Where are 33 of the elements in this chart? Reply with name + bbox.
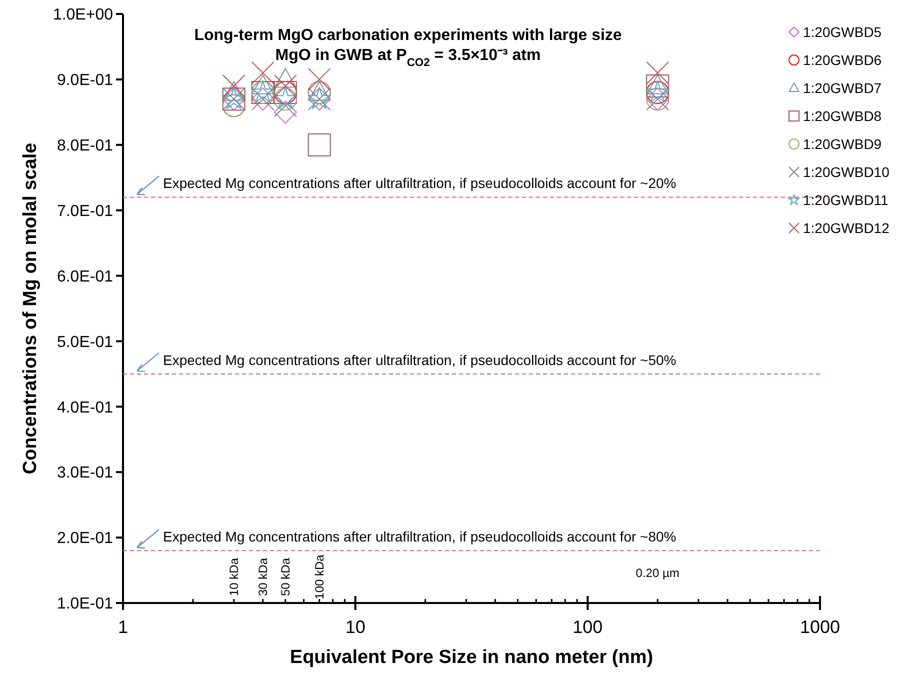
y-tick-label: 6.0E-01 bbox=[56, 268, 114, 286]
ref-line-label: Expected Mg concentrations after ultrafiltration, if pseudocolloids account for ~50% bbox=[163, 352, 676, 368]
legend-label: 1:20GWBD10 bbox=[803, 164, 890, 180]
ref-line-label: Expected Mg concentrations after ultrafiltration, if pseudocolloids account for ~20% bbox=[163, 175, 676, 192]
y-tick-label: 8.0E-01 bbox=[56, 137, 114, 154]
legend-label: 1:20GWBD9 bbox=[803, 136, 882, 152]
annotation: 0.20 µm bbox=[636, 566, 680, 580]
y-tick-label: 1.0E+00 bbox=[52, 6, 114, 24]
y-tick-label: 1.0E-01 bbox=[56, 596, 114, 613]
ref-line-label: Expected Mg concentrations after ultrafiltration, if pseudocolloids account for ~80% bbox=[163, 528, 676, 545]
y-axis-title: Concentrations of Mg on molal scale bbox=[20, 142, 41, 474]
legend-label: 1:20GWBD7 bbox=[803, 80, 882, 96]
text: Long-term MgO carbonation experiments with large size MgO in GWB at P$_{CO2}$ = 3.5×10⁻³ atm bbox=[194, 27, 622, 69]
x-axis-title: Equivalent Pore Size in nano meter (nm) bbox=[290, 647, 654, 668]
y-tick-label: 4.0E-01 bbox=[56, 399, 114, 416]
y-tick-label: 2.0E-01 bbox=[56, 530, 114, 548]
legend-label: 1:20GWBD11 bbox=[803, 192, 889, 208]
y-tick-label: 7.0E-01 bbox=[56, 202, 114, 220]
legend-label: 1:20GWBD5 bbox=[803, 24, 882, 40]
x-tick-label: 1000 bbox=[800, 617, 840, 637]
x-tick-label: 10 bbox=[345, 617, 366, 637]
annotation: 50 kDa bbox=[278, 558, 292, 596]
legend-label: 1:20GWBD12 bbox=[803, 220, 890, 236]
y-tick-label: 3.0E-01 bbox=[56, 464, 114, 482]
legend-label: 1:20GWBD6 bbox=[803, 52, 882, 68]
y-tick-label: 5.0E-01 bbox=[56, 334, 114, 351]
annotation: 10 kDa bbox=[226, 558, 241, 596]
annotation: 30 kDa bbox=[256, 558, 270, 596]
annotation: 100 kDa bbox=[312, 554, 326, 600]
y-tick-label: 9.0E-01 bbox=[56, 72, 114, 90]
x-tick-label: 1 bbox=[118, 617, 128, 637]
legend-label: 1:20GWBD8 bbox=[803, 108, 882, 124]
x-tick-label: 100 bbox=[572, 617, 603, 637]
